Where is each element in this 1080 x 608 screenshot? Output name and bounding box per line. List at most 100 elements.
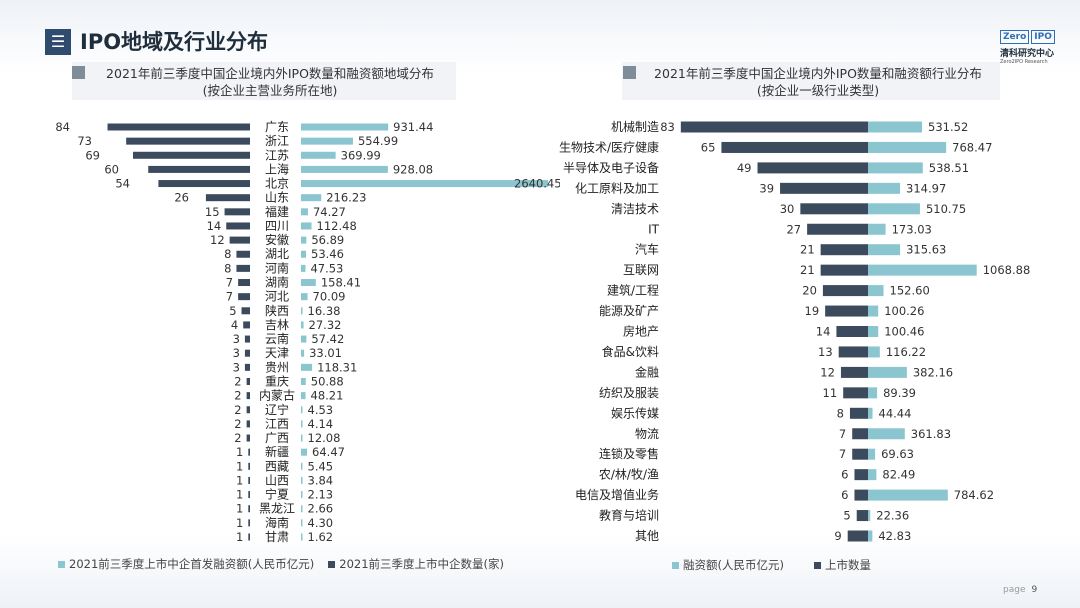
count-bar: [248, 533, 250, 541]
industry-label: 建筑/工程: [607, 283, 659, 298]
count-label: 1: [236, 502, 243, 516]
count-label: 15: [205, 205, 220, 219]
legend-label-financing: 2021前三季度上市中企首发融资额(人民币亿元): [69, 557, 315, 571]
industry-label: 清洁技术: [611, 202, 659, 216]
financing-bar: [868, 530, 873, 542]
financing-bar: [868, 223, 886, 235]
financing-bar: [301, 335, 307, 343]
region-label: 山东: [265, 191, 289, 205]
financing-label: 56.89: [311, 233, 344, 247]
count-bar: [246, 406, 250, 414]
financing-label: 48.21: [311, 389, 344, 403]
financing-label: 57.42: [311, 332, 344, 346]
financing-label: 315.63: [906, 243, 946, 257]
region-label: 黑龙江: [259, 502, 295, 516]
financing-bar: [301, 448, 308, 456]
region-label: 福建: [265, 204, 289, 219]
count-label: 2: [234, 374, 241, 388]
financing-label: 27.32: [309, 318, 342, 332]
legend-swatch-count: [813, 561, 821, 569]
count-label: 1: [236, 459, 243, 473]
legend-label-financing: 融资额(人民币亿元): [683, 558, 784, 572]
industry-label: 物流: [635, 427, 659, 441]
count-label: 30: [780, 202, 795, 216]
financing-label: 931.44: [393, 120, 433, 134]
count-bar: [825, 305, 868, 317]
right-chart-subtitle: (按企业一级行业类型): [756, 83, 880, 98]
region-label: 内蒙古: [259, 388, 295, 403]
count-bar: [244, 349, 250, 357]
industry-label: 食品&饮料: [602, 344, 659, 359]
region-label: 贵州: [265, 360, 289, 374]
menu-icon[interactable]: ☰: [45, 29, 71, 55]
left-chart-title-main: 2021年前三季度中国企业境内外IPO数量和融资额地域分布: [106, 66, 434, 81]
count-bar: [680, 121, 868, 133]
financing-bar: [301, 236, 307, 244]
page-title: IPO地域及行业分布: [80, 30, 269, 54]
page-label: page: [1003, 585, 1026, 595]
financing-bar: [301, 491, 303, 499]
count-label: 83: [660, 120, 675, 134]
industry-label: 电信及增值业务: [575, 487, 659, 502]
count-label: 7: [226, 276, 233, 290]
financing-bar: [868, 428, 905, 440]
count-label: 12: [210, 233, 225, 247]
count-label: 14: [207, 219, 222, 233]
count-label: 7: [839, 427, 846, 441]
count-label: 1: [236, 488, 243, 502]
financing-label: 5.45: [308, 459, 334, 473]
financing-label: 538.51: [929, 161, 969, 175]
left-chart-title-box: [72, 62, 456, 100]
financing-label: 69.63: [881, 447, 914, 461]
region-label: 北京: [265, 177, 289, 191]
count-label: 2: [234, 403, 241, 417]
financing-label: 16.38: [308, 304, 341, 318]
financing-label: 216.23: [326, 191, 366, 205]
count-bar: [248, 448, 250, 456]
legend-label-count: 上市数量: [824, 558, 871, 572]
count-label: 1: [236, 516, 243, 530]
region-label: 辽宁: [265, 402, 289, 417]
region-label: 河北: [265, 290, 289, 304]
count-bar: [800, 203, 868, 215]
logo-mark-left: Zero: [1000, 30, 1030, 44]
legend-swatch-count: [328, 560, 336, 568]
count-bar: [248, 519, 250, 527]
count-label: 20: [802, 284, 817, 298]
financing-label: 382.16: [913, 365, 953, 379]
region-label: 新疆: [265, 444, 289, 459]
financing-label: 510.75: [926, 202, 966, 216]
industry-label: 能源及矿产: [599, 304, 659, 318]
count-label: 3: [233, 346, 240, 360]
count-label: 5: [843, 509, 850, 523]
financing-label: 50.88: [311, 374, 344, 388]
count-label: 7: [839, 447, 846, 461]
financing-bar: [868, 285, 884, 297]
zero2ipo-logo: Zero IPO 清科研究中心 Zero2IPO Research: [1000, 24, 1060, 65]
financing-bar: [301, 420, 303, 428]
region-label: 天津: [265, 346, 289, 360]
region-label: 海南: [265, 515, 289, 530]
count-bar: [849, 407, 868, 419]
financing-bar: [301, 476, 303, 484]
right-chart-title-box: [622, 62, 1000, 100]
financing-label: 173.03: [892, 222, 932, 236]
industry-label: 化工原料及加工: [575, 181, 659, 195]
financing-label: 116.22: [886, 345, 926, 359]
right-title-marker: [623, 66, 636, 79]
financing-bar: [301, 321, 304, 329]
count-label: 54: [115, 177, 130, 191]
financing-bar: [868, 489, 948, 501]
financing-bar: [868, 264, 977, 276]
financing-bar: [301, 208, 308, 216]
count-bar: [822, 285, 868, 297]
page-indicator: page 9: [1003, 585, 1037, 595]
left-chart-subtitle: (按企业主营业务所在地): [202, 83, 338, 98]
financing-bar: [868, 366, 907, 378]
region-label: 上海: [265, 161, 289, 176]
financing-bar: [868, 387, 878, 399]
financing-label: 2640.45: [514, 177, 560, 191]
financing-bar: [301, 194, 322, 202]
financing-bar: [301, 505, 303, 513]
